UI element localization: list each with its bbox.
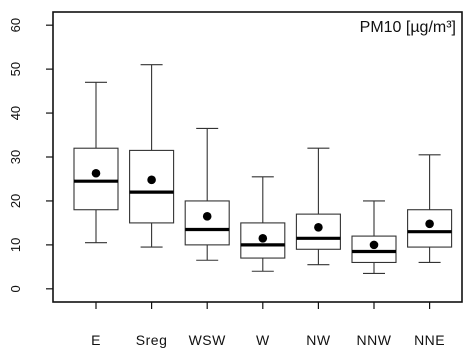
y-tick-label: 10 [8, 238, 23, 252]
x-tick-label: W [256, 332, 270, 348]
x-tick-label: WSW [189, 332, 227, 348]
label-layer: PM10 [µg/m³] E Sreg WSW W NW NNW NNE [91, 19, 456, 348]
box-iqr [407, 209, 453, 248]
axis-layer: 0 10 20 30 40 50 60 [8, 11, 463, 309]
mean-point [147, 175, 156, 185]
mean-point [202, 212, 212, 221]
chart-title: PM10 [µg/m³] [360, 19, 456, 36]
box-iqr [295, 213, 341, 250]
y-tick-label: 30 [8, 150, 23, 164]
box-iqr [184, 200, 230, 246]
mean-point [91, 168, 101, 178]
mean-point [314, 223, 323, 232]
box-group [407, 154, 453, 264]
box-iqr [73, 147, 119, 211]
box-group [351, 200, 397, 274]
x-tick-label: E [91, 332, 101, 348]
y-tick-label: 20 [8, 194, 23, 208]
box-group [240, 176, 286, 272]
box-group [295, 147, 341, 266]
mean-point [258, 233, 268, 243]
mean-point [425, 219, 434, 229]
y-tick-label: 60 [8, 18, 23, 32]
x-tick-label: Sreg [136, 332, 168, 348]
y-tick-label: 0 [8, 285, 23, 292]
mean-point [369, 240, 379, 250]
box-layer [73, 64, 453, 274]
box-group [73, 81, 119, 244]
box-group [129, 64, 175, 248]
y-tick-label: 40 [8, 106, 23, 120]
box-iqr [351, 235, 397, 264]
y-tick-label: 50 [8, 62, 23, 76]
box-group [184, 127, 230, 261]
x-tick-label: NNE [414, 332, 445, 348]
x-tick-label: NW [306, 332, 331, 348]
x-tick-label: NNW [357, 332, 392, 348]
box-iqr [129, 149, 175, 224]
